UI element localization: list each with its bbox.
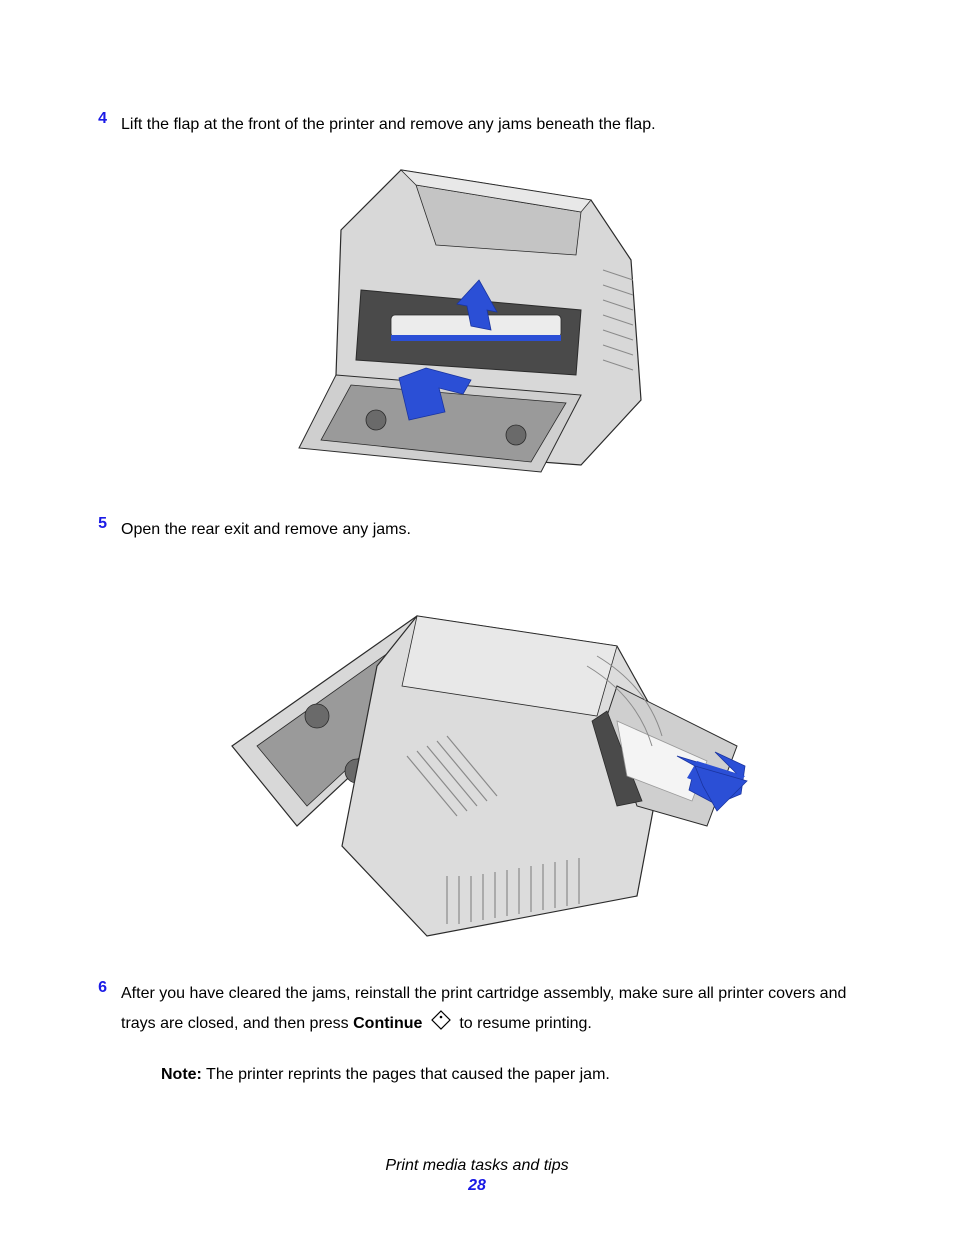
note-text: The printer reprints the pages that caus… (202, 1066, 610, 1083)
step-6: 6 After you have cleared the jams, reins… (95, 979, 859, 1087)
figure-printer-front-open (281, 150, 673, 488)
step-4-body: Lift the flap at the front of the printe… (121, 110, 859, 140)
step-4-number: 4 (95, 110, 121, 128)
step-6-body: After you have cleared the jams, reinsta… (121, 979, 859, 1087)
step-4-text: Lift the flap at the front of the printe… (121, 116, 656, 133)
step-5-body: Open the rear exit and remove any jams. (121, 515, 859, 545)
note-label: Note: (161, 1066, 202, 1083)
step-5-text: Open the rear exit and remove any jams. (121, 521, 411, 538)
figure-2-wrap (95, 556, 859, 957)
page-footer: Print media tasks and tips 28 (0, 1157, 954, 1195)
step-6-number: 6 (95, 979, 121, 997)
step-5: 5 Open the rear exit and remove any jams… (95, 515, 859, 545)
footer-section-title: Print media tasks and tips (0, 1157, 954, 1175)
step-4: 4 Lift the flap at the front of the prin… (95, 110, 859, 140)
figure-1-wrap (95, 150, 859, 493)
manual-page: 4 Lift the flap at the front of the prin… (0, 0, 954, 1235)
footer-page-number: 28 (0, 1177, 954, 1195)
continue-diamond-icon (431, 1010, 451, 1030)
step-6-note: Note: The printer reprints the pages tha… (161, 1062, 859, 1088)
step-5-number: 5 (95, 515, 121, 533)
step-6-bold: Continue (353, 1015, 422, 1032)
figure-printer-rear-open (197, 556, 757, 952)
step-6-text-post: to resume printing. (455, 1015, 592, 1032)
